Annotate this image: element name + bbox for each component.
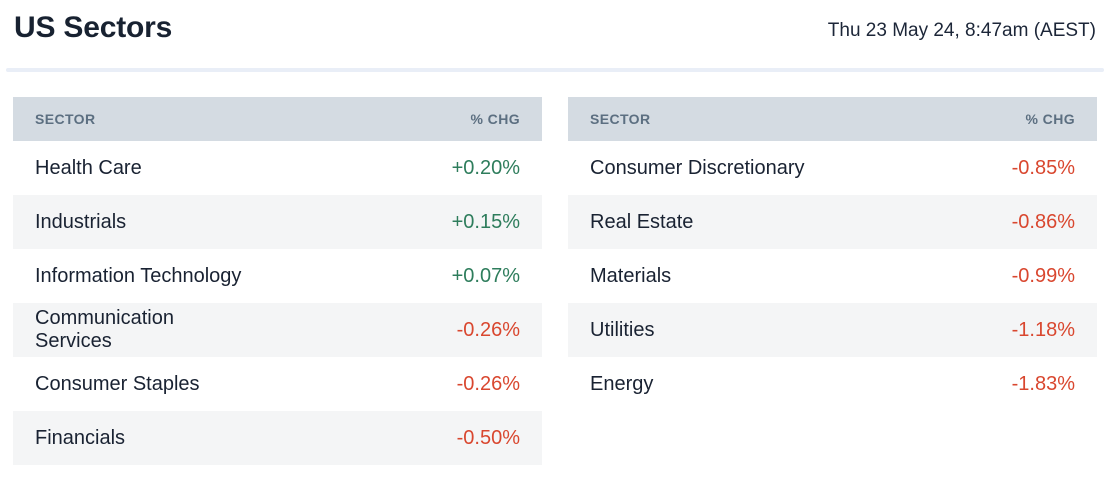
table-row: Consumer Discretionary -0.85% — [568, 141, 1097, 195]
sector-name: Communication Services — [35, 307, 174, 352]
column-header-sector: SECTOR — [568, 97, 833, 141]
sector-name: Information Technology — [35, 264, 242, 287]
column-header-chg: % CHG — [277, 97, 542, 141]
percent-change: -0.86% — [1011, 210, 1075, 233]
table-row: Health Care +0.20% — [13, 141, 542, 195]
percent-change: +0.15% — [451, 210, 520, 233]
table-body-left: Health Care +0.20% Industrials +0.15% Inform… — [13, 141, 542, 465]
sector-name: Utilities — [590, 318, 655, 341]
timestamp: Thu 23 May 24, 8:47am (AEST) — [827, 20, 1096, 41]
sector-name: Real Estate — [590, 210, 694, 233]
percent-change: -0.85% — [1011, 156, 1075, 179]
percent-change: -0.99% — [1011, 264, 1075, 287]
table-body-right: Consumer Discretionary -0.85% Real Estate -… — [568, 141, 1097, 411]
divider — [6, 68, 1104, 72]
sector-name: Industrials — [35, 210, 127, 233]
table-row: Industrials +0.15% — [13, 195, 542, 249]
sector-name: Materials — [590, 264, 672, 287]
column-header-sector: SECTOR — [13, 97, 278, 141]
table-row: Utilities -1.18% — [568, 303, 1097, 357]
sector-table-left: SECTOR % CHG Health Care +0.20% Industrial… — [13, 97, 542, 465]
table-row: Materials -0.99% — [568, 249, 1097, 303]
us-sectors-widget: US Sectors Thu 23 May 24, 8:47am (AEST) … — [6, 10, 1104, 465]
table-header: SECTOR % CHG — [568, 97, 1097, 141]
percent-change: +0.20% — [451, 156, 520, 179]
sector-name: Consumer Discretionary — [590, 156, 805, 179]
sector-name: Consumer Staples — [35, 372, 200, 395]
percent-change: -0.26% — [456, 372, 520, 395]
sector-name: Energy — [590, 372, 654, 395]
percent-change: -1.83% — [1011, 372, 1075, 395]
table-row: Financials -0.50% — [13, 411, 542, 465]
table-row: Communication Services -0.26% — [13, 303, 542, 357]
table-header: SECTOR % CHG — [13, 97, 542, 141]
percent-change: -1.18% — [1011, 318, 1075, 341]
percent-change: +0.07% — [451, 264, 520, 287]
column-header-chg: % CHG — [832, 97, 1097, 141]
percent-change: -0.50% — [456, 426, 520, 449]
sector-tables: SECTOR % CHG Health Care +0.20% Industrial… — [13, 97, 1097, 465]
sector-table-right: SECTOR % CHG Consumer Discretionary -0.85… — [568, 97, 1097, 411]
sector-name: Financials — [35, 426, 126, 449]
sector-name: Health Care — [35, 156, 142, 179]
table-row: Energy -1.83% — [568, 357, 1097, 411]
header: US Sectors Thu 23 May 24, 8:47am (AEST) — [13, 10, 1097, 46]
table-row: Information Technology +0.07% — [13, 249, 542, 303]
page-title: US Sectors — [14, 11, 173, 44]
percent-change: -0.26% — [456, 318, 520, 341]
table-row: Real Estate -0.86% — [568, 195, 1097, 249]
table-row: Consumer Staples -0.26% — [13, 357, 542, 411]
